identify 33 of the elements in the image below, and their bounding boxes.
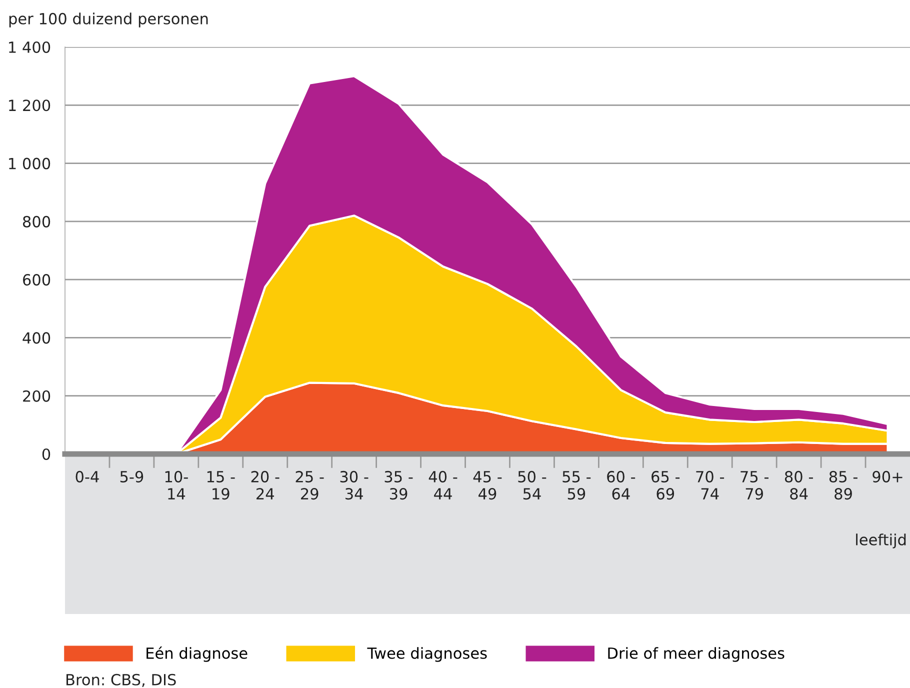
x-tick-label: 70 - 74 <box>696 470 724 500</box>
x-tick-label: 5-9 <box>120 470 144 482</box>
x-tick-label: 40 - 44 <box>428 470 458 500</box>
x-tick-label: 85 - 89 <box>829 470 858 500</box>
x-axis-title: leeftijd <box>856 534 906 548</box>
x-tick-label: 80 - 84 <box>784 470 813 500</box>
x-tick-label: 50 - 54 <box>518 470 546 500</box>
y-tick-label: 200 <box>23 390 50 402</box>
x-tick-label: 65 - 69 <box>652 470 680 500</box>
x-tick-label: 60 - 64 <box>607 470 636 500</box>
y-tick-label: 0 <box>42 448 50 460</box>
x-tick-label: 15 - 19 <box>207 471 235 500</box>
x-tick-label: 10- 14 <box>165 470 188 500</box>
x-tick-label: 20 - 24 <box>251 470 280 500</box>
x-tick-label: 30 - 34 <box>340 470 368 500</box>
legend-label: Twee diagnoses <box>367 647 487 662</box>
text: Bron: CBS, DIS <box>66 674 176 687</box>
x-tick-label: 45 - 49 <box>473 471 502 500</box>
x-tick-label: 75 - 79 <box>740 471 768 500</box>
legend-label: Drie of meer diagnoses <box>608 647 784 662</box>
y-tick-label: 1 200 <box>9 100 50 112</box>
legend-label: Eén diagnose <box>146 646 248 662</box>
y-tick-label: 600 <box>23 274 50 286</box>
y-tick-label: 1 400 <box>9 41 50 54</box>
x-tick-label: 25 - 29 <box>296 470 324 500</box>
x-tick-label: 90+ <box>872 470 902 482</box>
y-tick-label: 800 <box>22 216 50 228</box>
x-tick-label: 35 - 39 <box>384 470 413 500</box>
y-tick-label: 1 000 <box>9 158 50 170</box>
y-axis-title: per 100 duizend personen <box>9 12 208 28</box>
x-tick-label: 55 - 59 <box>562 471 591 500</box>
x-tick-label: 0-4 <box>76 470 99 482</box>
y-tick-label: 400 <box>22 332 50 344</box>
